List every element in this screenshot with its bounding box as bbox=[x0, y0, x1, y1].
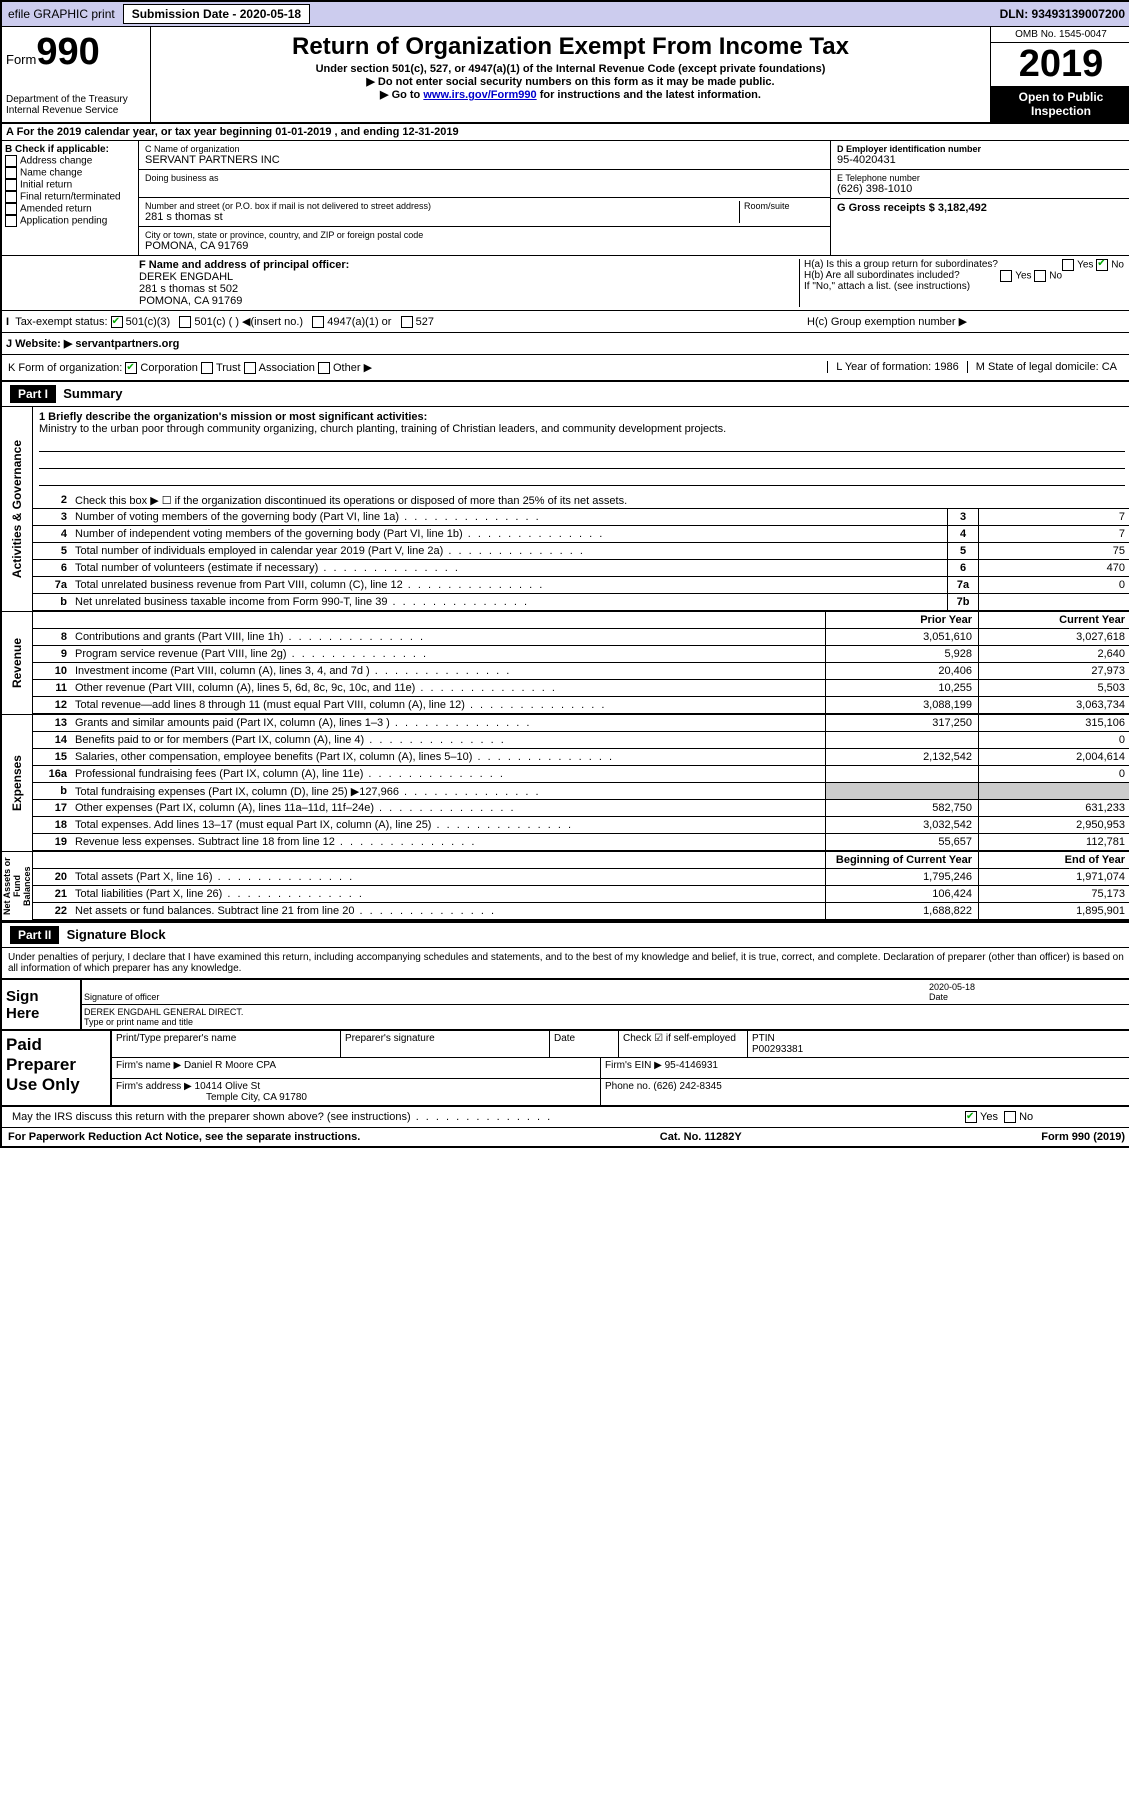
paid-preparer: Paid Preparer Use Only bbox=[2, 1031, 110, 1105]
form-word: Form bbox=[6, 52, 36, 67]
firm-name: Daniel R Moore CPA bbox=[184, 1060, 276, 1071]
form-header: Form990 Department of the Treasury Inter… bbox=[2, 27, 1129, 124]
footer-right: Form 990 (2019) bbox=[1041, 1131, 1125, 1143]
ein: 95-4020431 bbox=[837, 154, 1125, 166]
phone: (626) 398-1010 bbox=[837, 183, 1125, 195]
footer-left: For Paperwork Reduction Act Notice, see … bbox=[8, 1131, 360, 1143]
form-note2: ▶ Go to www.irs.gov/Form990 for instruct… bbox=[155, 88, 986, 101]
dln: DLN: 93493139007200 bbox=[994, 4, 1129, 24]
side-revenue: Revenue bbox=[8, 634, 26, 692]
footer-cat: Cat. No. 11282Y bbox=[660, 1131, 742, 1143]
side-net: Net Assets or Fund Balances bbox=[0, 852, 34, 920]
sign-here: Sign Here bbox=[2, 980, 80, 1029]
gross-receipts: G Gross receipts $ 3,182,492 bbox=[837, 202, 1125, 214]
efile-label: efile GRAPHIC print bbox=[2, 4, 121, 24]
form-subtitle: Under section 501(c), 527, or 4947(a)(1)… bbox=[155, 63, 986, 75]
street: 281 s thomas st bbox=[145, 211, 739, 223]
form-title: Return of Organization Exempt From Incom… bbox=[155, 33, 986, 61]
section-b: B Check if applicable: Address change Na… bbox=[2, 141, 139, 255]
side-activities: Activities & Governance bbox=[8, 436, 26, 582]
mission-text: Ministry to the urban poor through commu… bbox=[39, 423, 1125, 435]
perjury-declaration: Under penalties of perjury, I declare th… bbox=[2, 948, 1129, 978]
dept-label: Department of the Treasury Internal Reve… bbox=[6, 94, 146, 116]
top-bar: efile GRAPHIC print Submission Date - 20… bbox=[2, 2, 1129, 27]
irs-link[interactable]: www.irs.gov/Form990 bbox=[423, 89, 536, 101]
officer-name: DEREK ENGDAHL bbox=[139, 271, 799, 283]
org-name: SERVANT PARTNERS INC bbox=[145, 154, 824, 166]
officer-sig-name: DEREK ENGDAHL GENERAL DIRECT. bbox=[84, 1007, 1129, 1017]
omb-number: OMB No. 1545-0047 bbox=[991, 27, 1129, 43]
form-number: 990 bbox=[36, 31, 99, 73]
submission-date: Submission Date - 2020-05-18 bbox=[123, 4, 310, 24]
tax-year: 2019 bbox=[991, 43, 1129, 86]
ptin: P00293381 bbox=[752, 1044, 803, 1055]
form-note1: ▶ Do not enter social security numbers o… bbox=[155, 75, 986, 88]
side-expenses: Expenses bbox=[8, 751, 26, 815]
city: POMONA, CA 91769 bbox=[145, 240, 824, 252]
website: servantpartners.org bbox=[75, 338, 179, 350]
line-a: A For the 2019 calendar year, or tax yea… bbox=[2, 124, 1129, 141]
part1-header: Part I bbox=[10, 385, 56, 403]
part2-header: Part II bbox=[10, 926, 59, 944]
